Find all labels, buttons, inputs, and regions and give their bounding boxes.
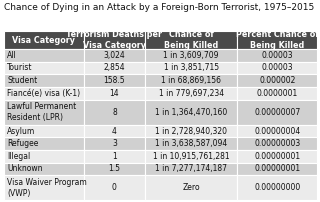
Bar xyxy=(4,31,84,49)
Text: 1 in 3,851,715: 1 in 3,851,715 xyxy=(164,63,219,73)
Text: 3,024: 3,024 xyxy=(103,51,125,60)
Text: 0.00000001: 0.00000001 xyxy=(254,152,300,161)
Text: Chance of
Being Killed: Chance of Being Killed xyxy=(164,30,218,50)
Bar xyxy=(145,150,237,163)
Bar xyxy=(84,125,145,137)
Text: 0.00000007: 0.00000007 xyxy=(254,108,300,117)
Bar xyxy=(145,62,237,74)
Bar xyxy=(145,100,237,125)
Bar xyxy=(145,87,237,100)
Bar xyxy=(237,62,317,74)
Text: 0.00003: 0.00003 xyxy=(262,63,293,73)
Text: 14: 14 xyxy=(109,89,119,98)
Bar xyxy=(237,175,317,200)
Text: 2,854: 2,854 xyxy=(104,63,125,73)
Text: 1: 1 xyxy=(112,152,117,161)
Bar xyxy=(145,125,237,137)
Bar xyxy=(145,31,237,49)
Text: 0.00000003: 0.00000003 xyxy=(254,139,300,148)
Text: Fiancé(e) visa (K-1): Fiancé(e) visa (K-1) xyxy=(7,89,80,98)
Bar xyxy=(237,100,317,125)
Bar xyxy=(4,87,84,100)
Text: Lawful Permanent
Resident (LPR): Lawful Permanent Resident (LPR) xyxy=(7,102,76,122)
Bar xyxy=(237,163,317,175)
Text: 0.00003: 0.00003 xyxy=(262,51,293,60)
Bar xyxy=(237,125,317,137)
Text: Visa Category: Visa Category xyxy=(12,36,75,45)
Text: 1 in 1,364,470,160: 1 in 1,364,470,160 xyxy=(155,108,227,117)
Text: 158.5: 158.5 xyxy=(104,76,125,85)
Text: All: All xyxy=(7,51,17,60)
Text: 1 in 2,728,940,320: 1 in 2,728,940,320 xyxy=(155,126,227,136)
Text: 1 in 68,869,156: 1 in 68,869,156 xyxy=(161,76,221,85)
Bar xyxy=(84,74,145,87)
Bar xyxy=(145,175,237,200)
Text: 4: 4 xyxy=(112,126,117,136)
Bar xyxy=(84,62,145,74)
Text: 1 in 7,277,174,187: 1 in 7,277,174,187 xyxy=(155,164,227,173)
Text: 8: 8 xyxy=(112,108,117,117)
Bar xyxy=(4,62,84,74)
Bar xyxy=(84,87,145,100)
Text: 1.5: 1.5 xyxy=(108,164,120,173)
Bar xyxy=(84,137,145,150)
Bar xyxy=(237,74,317,87)
Bar xyxy=(84,175,145,200)
Text: 3: 3 xyxy=(112,139,117,148)
Text: 0.0000001: 0.0000001 xyxy=(257,89,298,98)
Bar xyxy=(84,31,145,49)
Bar xyxy=(237,49,317,62)
Text: 1 in 3,609,709: 1 in 3,609,709 xyxy=(164,51,219,60)
Text: 0.000002: 0.000002 xyxy=(259,76,296,85)
Text: Visa Waiver Program
(VWP): Visa Waiver Program (VWP) xyxy=(7,178,87,198)
Bar xyxy=(4,74,84,87)
Text: Unknown: Unknown xyxy=(7,164,43,173)
Bar xyxy=(237,31,317,49)
Text: Asylum: Asylum xyxy=(7,126,35,136)
Bar xyxy=(4,150,84,163)
Bar xyxy=(4,175,84,200)
Bar xyxy=(145,137,237,150)
Text: 1 in 10,915,761,281: 1 in 10,915,761,281 xyxy=(153,152,229,161)
Text: Refugee: Refugee xyxy=(7,139,38,148)
Bar xyxy=(84,163,145,175)
Bar xyxy=(4,125,84,137)
Bar xyxy=(4,163,84,175)
Bar xyxy=(84,100,145,125)
Text: 0.00000000: 0.00000000 xyxy=(254,183,300,192)
Text: Illegal: Illegal xyxy=(7,152,30,161)
Bar xyxy=(84,150,145,163)
Text: 0.00000004: 0.00000004 xyxy=(254,126,300,136)
Bar xyxy=(4,100,84,125)
Bar xyxy=(4,137,84,150)
Bar xyxy=(145,49,237,62)
Text: 0: 0 xyxy=(112,183,117,192)
Bar xyxy=(145,74,237,87)
Bar xyxy=(237,150,317,163)
Text: 1 in 779,697,234: 1 in 779,697,234 xyxy=(159,89,224,98)
Text: Tourist: Tourist xyxy=(7,63,33,73)
Text: Percent Chance of
Being Killed: Percent Chance of Being Killed xyxy=(236,30,319,50)
Bar xyxy=(237,137,317,150)
Text: 1 in 3,638,587,094: 1 in 3,638,587,094 xyxy=(155,139,227,148)
Bar xyxy=(84,49,145,62)
Text: Zero: Zero xyxy=(182,183,200,192)
Text: Chance of Dying in an Attack by a Foreign-Born Terrorist, 1975–2015: Chance of Dying in an Attack by a Foreig… xyxy=(4,3,314,12)
Bar xyxy=(4,49,84,62)
Bar xyxy=(237,87,317,100)
Text: 0.00000001: 0.00000001 xyxy=(254,164,300,173)
Text: Terrorism Deaths per
Visa Category: Terrorism Deaths per Visa Category xyxy=(66,30,162,50)
Bar xyxy=(145,163,237,175)
Text: Student: Student xyxy=(7,76,37,85)
